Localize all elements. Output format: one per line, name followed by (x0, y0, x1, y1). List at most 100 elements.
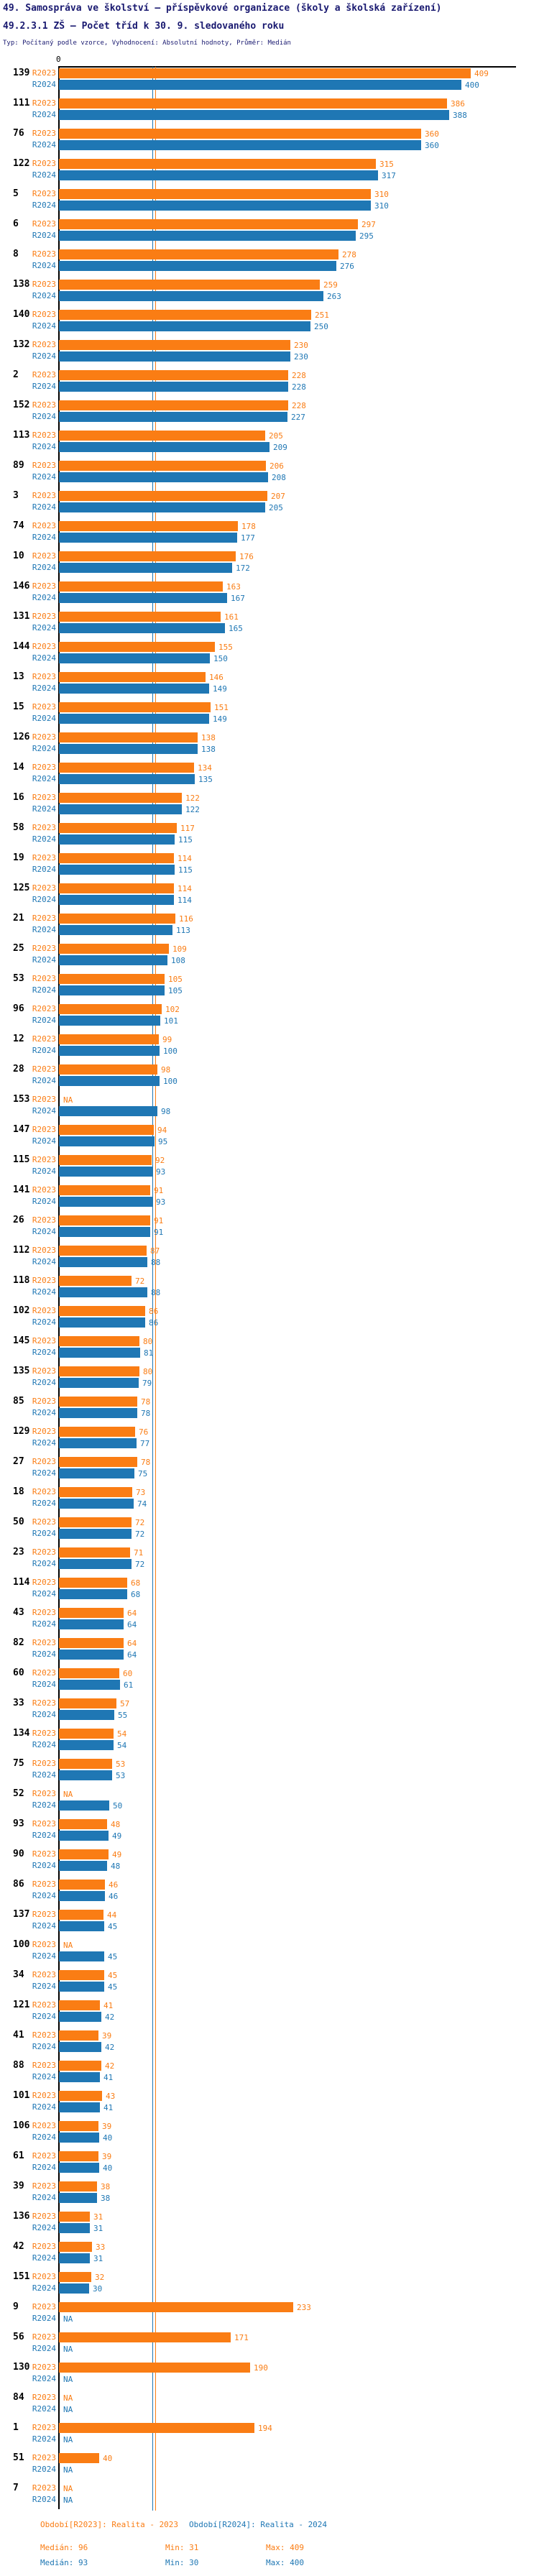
row-id-label: 96 (13, 1003, 24, 1014)
row-id-label: 145 (13, 1335, 30, 1346)
series-label-r2024: R2024 (32, 2042, 56, 2051)
value-label-r2024: 115 (178, 835, 193, 845)
series-label-r2023: R2023 (32, 1729, 56, 1738)
row-id-label: 60 (13, 1668, 24, 1678)
legend-min-r2024: Min: 30 (165, 2558, 199, 2567)
value-label-r2024: 86 (149, 1318, 159, 1328)
value-label-r2023: 44 (107, 1910, 117, 1920)
row-id-label: 112 (13, 1245, 30, 1256)
value-label-r2023: 64 (127, 1609, 137, 1618)
bar-r2024 (59, 201, 371, 211)
bar-r2023 (59, 2000, 100, 2010)
bar-r2023 (59, 340, 290, 350)
value-label-r2024: 64 (127, 1620, 137, 1629)
series-label-r2024: R2024 (32, 472, 56, 482)
bar-r2023 (59, 642, 215, 652)
value-label-r2024: 49 (112, 1831, 122, 1841)
bar-r2024 (59, 1348, 140, 1358)
bar-r2023 (59, 2242, 92, 2252)
series-label-r2024: R2024 (32, 2223, 56, 2232)
row-id-label: 121 (13, 2000, 30, 2010)
value-label-r2024: 46 (109, 1892, 119, 1901)
series-label-r2023: R2023 (32, 340, 56, 349)
value-label-r2024-na: NA (63, 2435, 73, 2444)
value-label-r2024: 91 (154, 1228, 164, 1237)
series-label-r2024: R2024 (32, 985, 56, 995)
row-id-label: 50 (13, 1517, 24, 1527)
row-id-label: 106 (13, 2120, 30, 2131)
value-label-r2023: 176 (239, 552, 254, 561)
bar-r2023 (59, 763, 194, 773)
series-label-r2024: R2024 (32, 2283, 56, 2293)
value-label-r2024: 41 (103, 2073, 114, 2082)
value-label-r2023-na: NA (63, 1790, 73, 1799)
value-label-r2024: 48 (111, 1862, 121, 1871)
row-id-label: 13 (13, 671, 24, 682)
series-label-r2024: R2024 (32, 533, 56, 542)
value-label-r2023: 60 (123, 1669, 133, 1678)
row-id-label: 3 (13, 490, 19, 501)
bar-r2024 (59, 1197, 152, 1207)
value-label-r2023: 386 (451, 99, 465, 109)
series-label-r2023: R2023 (32, 98, 56, 108)
bar-r2023 (59, 1457, 137, 1467)
series-label-r2024: R2024 (32, 653, 56, 663)
value-label-r2023: 228 (292, 371, 306, 380)
row-id-label: 5 (13, 188, 19, 199)
row-id-label: 152 (13, 400, 30, 410)
series-label-r2024: R2024 (32, 1770, 56, 1780)
bar-r2023 (59, 1215, 150, 1225)
series-label-r2024: R2024 (32, 925, 56, 934)
row-id-label: 58 (13, 822, 24, 833)
value-label-r2024: 45 (108, 1952, 118, 1961)
bar-r2024 (59, 1982, 104, 1992)
series-label-r2024: R2024 (32, 1710, 56, 1719)
value-label-r2024: 360 (425, 141, 439, 150)
bar-r2023 (59, 280, 320, 290)
bar-r2024 (59, 110, 449, 120)
value-label-r2024: 95 (158, 1137, 168, 1146)
row-id-label: 12 (13, 1034, 24, 1044)
bar-r2024 (59, 80, 461, 90)
bar-r2023 (59, 431, 265, 441)
bar-r2024 (59, 1529, 132, 1539)
bar-r2024 (59, 1650, 124, 1660)
series-label-r2024: R2024 (32, 2314, 56, 2323)
row-id-label: 125 (13, 883, 30, 893)
series-label-r2024: R2024 (32, 442, 56, 451)
row-id-label: 129 (13, 1426, 30, 1437)
series-label-r2023: R2023 (32, 1427, 56, 1436)
value-label-r2023: 80 (143, 1367, 153, 1376)
series-label-r2024: R2024 (32, 1891, 56, 1900)
series-label-r2024: R2024 (32, 1499, 56, 1508)
value-label-r2023: 233 (297, 2303, 311, 2312)
series-label-r2023: R2023 (32, 944, 56, 953)
series-label-r2024: R2024 (32, 955, 56, 965)
value-label-r2024: 177 (241, 533, 255, 543)
value-label-r2024: 250 (314, 322, 328, 331)
bar-r2023 (59, 1970, 104, 1980)
series-label-r2023: R2023 (32, 2000, 56, 2010)
series-label-r2024: R2024 (32, 140, 56, 150)
bar-r2023 (59, 1910, 103, 1920)
row-id-label: 41 (13, 2030, 24, 2041)
bar-r2023 (59, 189, 371, 199)
value-label-r2024: 205 (269, 503, 283, 512)
bar-r2024 (59, 321, 310, 331)
bar-r2024 (59, 1438, 137, 1448)
bar-r2023 (59, 1819, 107, 1829)
row-id-label: 147 (13, 1124, 30, 1135)
bar-r2024 (59, 2012, 101, 2022)
series-label-r2024: R2024 (32, 1861, 56, 1870)
bar-r2024 (59, 1499, 134, 1509)
bar-r2024 (59, 1106, 157, 1116)
series-label-r2024: R2024 (32, 684, 56, 693)
series-label-r2023: R2023 (32, 1366, 56, 1376)
series-label-r2023: R2023 (32, 1004, 56, 1013)
series-label-r2024: R2024 (32, 744, 56, 753)
bar-r2023 (59, 1638, 124, 1648)
series-label-r2024: R2024 (32, 2133, 56, 2142)
row-id-label: 9 (13, 2301, 19, 2312)
bar-r2024 (59, 1016, 160, 1026)
chart-title-line1: 49. Samospráva ve školství – příspěvkové… (3, 3, 442, 14)
